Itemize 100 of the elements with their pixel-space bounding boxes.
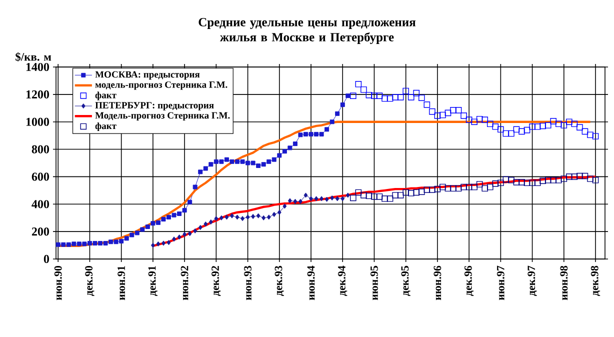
point	[592, 133, 599, 140]
point	[440, 184, 446, 190]
legend-label: факт	[95, 122, 116, 132]
point	[177, 211, 182, 216]
point	[550, 118, 557, 124]
point	[571, 174, 578, 180]
point	[192, 184, 198, 190]
point	[582, 172, 588, 180]
point	[460, 184, 467, 190]
point	[471, 184, 478, 190]
point	[330, 120, 334, 124]
point	[172, 212, 176, 218]
point	[319, 132, 324, 136]
point	[408, 190, 414, 196]
point	[150, 242, 155, 248]
point	[82, 242, 87, 246]
point	[108, 240, 114, 244]
point	[166, 214, 172, 220]
point	[298, 198, 302, 204]
point	[444, 185, 452, 192]
point	[482, 116, 488, 123]
point	[502, 176, 510, 183]
point	[219, 159, 224, 164]
point	[208, 219, 213, 225]
legend-label: МОСКВА: предыстория	[95, 71, 200, 80]
point	[288, 198, 292, 204]
point	[320, 196, 324, 202]
point	[335, 111, 340, 116]
point	[429, 186, 436, 193]
point	[124, 236, 129, 241]
point	[502, 130, 510, 137]
point	[555, 176, 562, 184]
point	[261, 162, 266, 167]
point	[150, 221, 156, 226]
point	[360, 86, 367, 93]
point	[524, 126, 530, 134]
point	[56, 242, 60, 247]
point	[540, 122, 546, 130]
x-tick-label: июн.97	[496, 266, 504, 300]
point	[266, 214, 271, 220]
point	[87, 240, 92, 246]
point	[235, 214, 240, 220]
point	[382, 95, 388, 102]
point	[486, 120, 494, 128]
point	[582, 128, 588, 135]
x-tick-label: дек.93	[274, 266, 284, 296]
point	[455, 107, 462, 114]
point	[424, 186, 430, 193]
point	[292, 142, 298, 146]
point	[272, 212, 276, 217]
point	[513, 126, 520, 133]
point	[350, 92, 356, 99]
point	[134, 230, 140, 236]
point	[246, 214, 250, 220]
point	[262, 215, 266, 220]
legend-label: Модель-прогноз Стерника Г.М.	[95, 112, 230, 121]
y-tick-label: 1200	[26, 90, 50, 98]
point	[418, 94, 425, 102]
point	[330, 195, 334, 201]
point	[587, 176, 594, 182]
point	[256, 213, 260, 218]
point	[61, 242, 66, 247]
point	[156, 220, 160, 225]
point	[288, 146, 292, 150]
point	[476, 181, 483, 188]
x-tick-label: июн.95	[370, 266, 378, 300]
y-tick-label: 1400	[26, 62, 50, 72]
point	[455, 185, 462, 192]
point	[98, 240, 103, 246]
point	[376, 193, 383, 200]
point	[534, 124, 541, 130]
point	[72, 242, 76, 246]
point	[555, 120, 562, 128]
point	[198, 224, 202, 230]
point	[466, 184, 472, 190]
point	[571, 120, 578, 128]
point	[346, 192, 350, 198]
point	[444, 110, 452, 116]
point	[266, 159, 272, 164]
x-tick-label: дек.91	[148, 266, 158, 296]
point	[566, 118, 572, 125]
point	[524, 180, 530, 186]
point	[277, 210, 282, 215]
point	[460, 112, 467, 119]
point	[518, 179, 525, 186]
point	[386, 196, 394, 202]
chart-title: Средние удельные цены предложения жилья в Москве и Петербурге	[198, 18, 416, 44]
point	[592, 176, 599, 184]
point	[355, 80, 362, 88]
point	[508, 130, 514, 137]
point	[203, 166, 208, 171]
point	[230, 213, 234, 218]
point	[587, 132, 594, 138]
point	[424, 102, 430, 108]
point	[214, 159, 218, 164]
point	[114, 240, 118, 244]
point	[250, 160, 256, 166]
point	[66, 242, 71, 247]
point	[492, 124, 499, 130]
point	[219, 215, 224, 220]
